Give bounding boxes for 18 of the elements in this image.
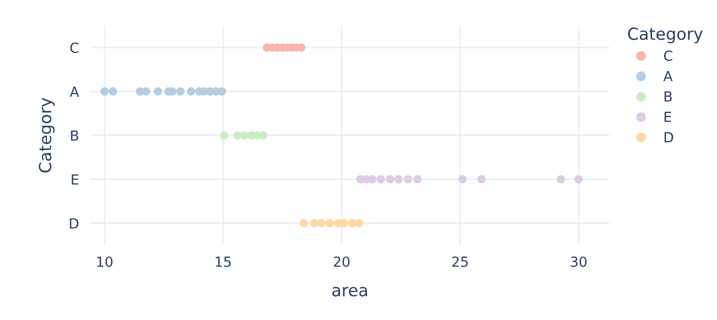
y-tick-label: B — [71, 130, 78, 141]
y-tick-label: D — [70, 218, 78, 228]
legend-label: D — [664, 132, 674, 142]
y-tick-label: E — [72, 174, 78, 185]
x-tick-label: 10 — [97, 256, 112, 267]
x-tick-label: 15 — [216, 256, 231, 267]
x-tick-label: 25 — [452, 256, 468, 267]
y-axis-title: Category — [38, 98, 55, 172]
legend-label: E — [664, 112, 672, 122]
y-tick-label: C — [70, 42, 78, 54]
legend-title: Category — [628, 27, 703, 44]
legend-label: A — [663, 71, 673, 82]
legend-label: C — [664, 50, 672, 61]
x-tick-label: 30 — [570, 256, 587, 267]
legend-label: B — [664, 91, 672, 102]
x-tick-label: 20 — [334, 256, 350, 267]
y-tick-label: A — [70, 86, 80, 97]
x-axis-title: area — [332, 286, 367, 296]
